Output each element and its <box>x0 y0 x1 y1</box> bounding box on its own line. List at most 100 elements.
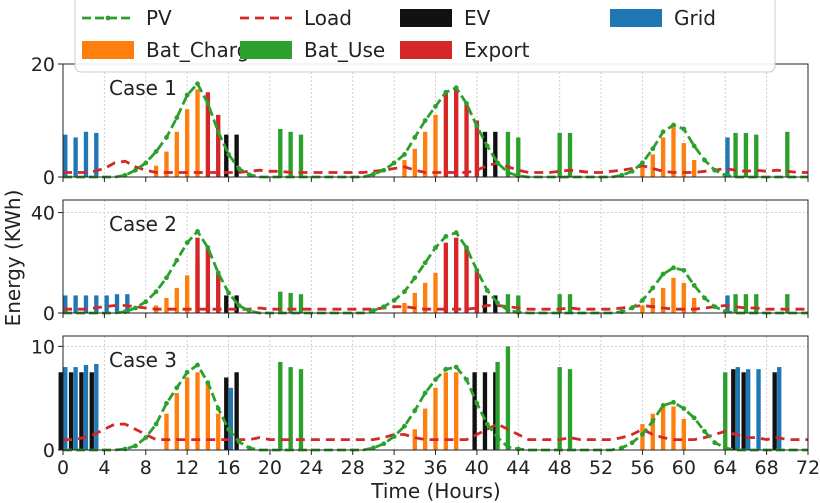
pv-point <box>226 152 231 157</box>
bat-charge-bar <box>205 382 211 450</box>
ev-bar <box>493 372 498 450</box>
pv-point <box>412 275 418 281</box>
bat-charge-bar <box>174 131 179 177</box>
pv-point <box>391 434 397 439</box>
pv-point <box>712 440 718 446</box>
bat-use-bar <box>557 367 562 450</box>
x-tick-label: 8 <box>140 457 152 479</box>
grid-bar <box>725 295 730 313</box>
bat-use-bar <box>505 346 511 450</box>
export-bar <box>216 272 221 313</box>
legend-item-ev: EV <box>400 6 491 30</box>
pv-point <box>671 122 676 128</box>
bat-charge-bar <box>412 292 417 313</box>
pv-point <box>484 143 490 149</box>
x-tick-label: 60 <box>672 457 696 479</box>
pv-point <box>133 305 138 311</box>
bat-charge-bar <box>660 137 666 177</box>
pv-point <box>133 443 138 449</box>
grid-bar <box>73 367 78 450</box>
bat-charge-bar <box>174 393 179 450</box>
pv-point <box>671 399 676 405</box>
pv-point <box>474 267 480 273</box>
bat-charge-bar <box>433 272 438 313</box>
bat-charge-bar <box>402 302 407 313</box>
pv-point <box>205 245 211 251</box>
bat-charge-bar <box>412 429 417 450</box>
bat-use-bar <box>754 134 759 177</box>
pv-point <box>195 362 200 368</box>
pv-point <box>453 85 459 91</box>
pv-point <box>629 168 635 174</box>
legend-label: PV <box>146 6 172 30</box>
pv-point <box>246 308 252 314</box>
grid-bar <box>83 295 89 313</box>
x-tick-label: 16 <box>216 457 240 479</box>
bat-charge-bar <box>640 305 645 313</box>
bat-charge-bar <box>640 165 645 177</box>
bat-charge-bar <box>422 408 428 450</box>
pv-point <box>246 172 252 178</box>
grid-bar <box>83 131 89 177</box>
bat-use-bar <box>288 367 293 450</box>
ev-bar <box>224 377 229 450</box>
grid-bar <box>125 294 130 313</box>
pv-point <box>371 308 376 313</box>
load-line <box>63 159 808 174</box>
panel-case-2: 0 40 Case 2 <box>31 199 809 325</box>
bat-charge-bar <box>164 151 169 177</box>
x-tick-label: 36 <box>423 457 447 479</box>
x-tick-label: 28 <box>341 457 365 479</box>
ev-bar <box>224 295 229 313</box>
pv-point <box>691 415 697 421</box>
legend-swatch <box>400 41 452 59</box>
ev-bar <box>79 372 84 450</box>
pv-point <box>681 126 687 132</box>
load-line <box>63 422 808 442</box>
pv-point <box>702 428 707 434</box>
bat-charge-bar <box>402 160 407 177</box>
pv-point <box>629 440 635 446</box>
ev-bar <box>772 372 777 450</box>
export-bar <box>443 242 449 313</box>
y-tick-label: 10 <box>31 336 55 358</box>
pv-point <box>381 441 387 447</box>
pv-point <box>215 406 221 411</box>
pv-point <box>433 103 438 109</box>
pv-point <box>640 298 645 303</box>
x-tick-label: 24 <box>299 457 323 479</box>
pv-point <box>174 257 180 263</box>
legend-item-export: Export <box>400 38 530 62</box>
bat-charge-bar <box>433 114 438 177</box>
pv-point <box>464 245 469 251</box>
pv-point <box>495 300 500 306</box>
pv-point <box>433 245 438 251</box>
bat-use-bar <box>278 291 283 313</box>
pv-point <box>174 385 180 391</box>
pv-point <box>371 445 376 451</box>
ev-bar <box>482 295 488 313</box>
pv-point <box>495 435 500 440</box>
pv-point <box>153 149 159 154</box>
pv-point <box>660 271 666 277</box>
pv-point <box>381 304 387 310</box>
legend-swatch <box>82 41 134 59</box>
legend-label: EV <box>464 6 491 30</box>
grid-bar <box>756 369 761 450</box>
pv-point <box>681 406 687 411</box>
legend-label: Export <box>464 38 530 62</box>
pv-point <box>712 304 718 310</box>
bat-use-bar <box>557 132 562 177</box>
bat-use-bar <box>288 292 293 313</box>
ev-bar <box>741 372 746 450</box>
x-tick-label: 4 <box>98 457 110 479</box>
bat-charge-bar <box>164 297 169 313</box>
ev-bar <box>482 131 488 177</box>
pv-point <box>164 400 169 406</box>
bat-use-bar <box>567 369 573 450</box>
pv-point <box>691 282 697 288</box>
legend-item-bat-use: Bat_Use <box>240 38 385 62</box>
pv-point <box>215 270 221 276</box>
